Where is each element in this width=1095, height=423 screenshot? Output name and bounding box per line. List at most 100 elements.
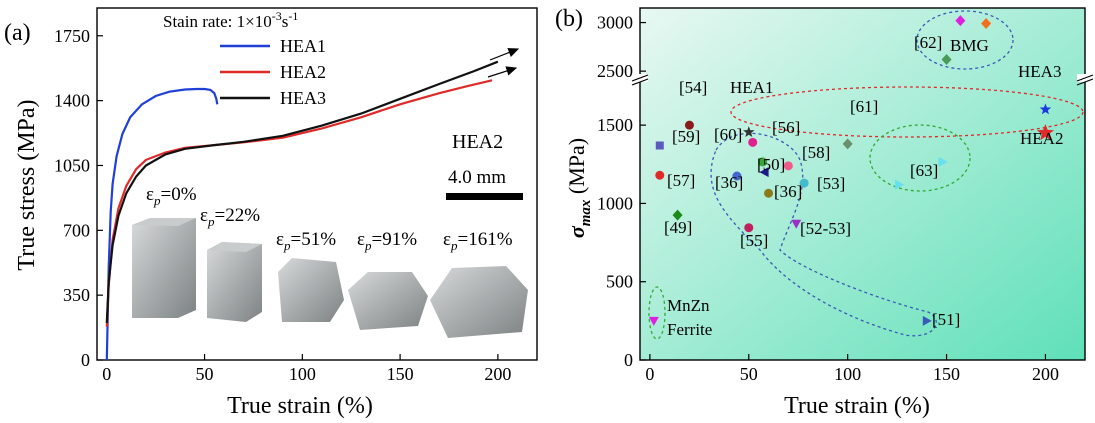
point-hea2 — [1036, 124, 1054, 141]
panel-a-x-tick-label: 0 — [102, 364, 111, 384]
ref63-ellipse — [869, 124, 971, 192]
panel-a-y-tick-label: 1050 — [54, 155, 90, 175]
panel-b-x-tick-label: 0 — [645, 364, 654, 384]
panel-b-y-tick-label: 1000 — [597, 193, 633, 213]
label-ref53: [53] — [817, 174, 845, 193]
strain-labels: εp=0%εp=22% εp=51% εp=91% εp=161% — [146, 184, 513, 253]
panel-b-y-tick-label: 2500 — [597, 61, 633, 81]
panel-a-x-ticks: 0 50 100 150 200 — [102, 354, 511, 384]
point-52-53 — [791, 219, 802, 229]
panel-a-x-axis-label: True strain (%) — [227, 393, 373, 419]
hea2-extension-arrow — [487, 66, 518, 78]
point-50 — [759, 167, 769, 178]
point-60 — [748, 137, 758, 147]
group-ellipses — [648, 10, 1084, 340]
panel-b-y-axis-label: σmax (MPa) — [564, 138, 594, 238]
point-57 — [655, 170, 665, 180]
label-ref60: [60] — [714, 125, 742, 144]
sample-name-label: HEA2 — [452, 131, 503, 153]
panel-b-x-axis-label: True strain (%) — [784, 393, 930, 419]
y-axis-break-right — [1076, 74, 1094, 86]
label-mnzn: MnZn — [667, 296, 710, 315]
panel-b-y-tick-label: 0 — [624, 350, 633, 370]
strain-label: εp=22% — [200, 205, 260, 229]
strain-label: εp=161% — [443, 229, 513, 253]
label-ref62: [62] — [914, 33, 942, 52]
label-hea2: HEA2 — [1020, 129, 1063, 148]
panel-a-plot-area — [96, 7, 538, 361]
panel-a-x-tick-label: 50 — [196, 364, 214, 384]
point-51 — [922, 315, 932, 326]
point-hea1 — [743, 126, 755, 137]
bmg-ellipse — [916, 10, 1014, 70]
point-55 — [744, 223, 754, 233]
legend-title: Stain rate: 1×10-3s-1 — [163, 9, 298, 31]
hea-low-ellipse — [710, 132, 937, 337]
panel-a-x-tick-label: 100 — [289, 364, 316, 384]
panel-b-y-tick-label: 1500 — [597, 115, 633, 135]
panel-b-x-tick-label: 200 — [1032, 364, 1059, 384]
sample-photo-0pct — [132, 218, 196, 318]
hea3-extension-arrow — [489, 48, 520, 61]
panel-b-x-tick-label: 50 — [740, 364, 758, 384]
sample-photo-161pct — [430, 266, 528, 338]
sample-photos — [132, 218, 528, 338]
label-ref51: [51] — [932, 310, 960, 329]
panel-a-label: (a) — [4, 20, 31, 46]
strain-label: εp=91% — [357, 229, 417, 253]
panel-b-x-tick-label: 100 — [834, 364, 861, 384]
label-ref36a: [36] — [715, 173, 743, 192]
legend-label-hea2: HEA2 — [280, 62, 326, 82]
point-63 — [938, 156, 948, 167]
label-ref63: [63] — [910, 161, 938, 180]
ferrite-ellipse — [648, 286, 666, 340]
sample-photo-51pct — [278, 258, 344, 322]
point-hea3 — [1039, 103, 1052, 115]
scale-bar — [446, 193, 523, 200]
panel-a-y-tick-label: 1400 — [54, 91, 90, 111]
panel-a-y-tick-label: 350 — [63, 285, 90, 305]
panel-b-points — [648, 15, 1054, 326]
point-bmg — [955, 15, 966, 27]
legend-label-hea3: HEA3 — [280, 88, 326, 108]
label-bmg: BMG — [950, 36, 989, 55]
strain-label: εp=51% — [276, 229, 336, 253]
point-56 — [758, 157, 768, 167]
panel-b-background — [640, 8, 1085, 360]
label-ref56: [56] — [772, 118, 800, 137]
scale-bar-label: 4.0 mm — [448, 167, 506, 188]
label-hea1: HEA1 — [730, 78, 773, 97]
panel-a-legend: Stain rate: 1×10-3s-1 HEA1 HEA2 HEA3 — [163, 9, 326, 108]
panel-a-y-tick-label: 700 — [63, 220, 90, 240]
panel-b-x-ticks: 0 50 100 150 200 — [645, 354, 1059, 384]
label-ref36b: [36] — [774, 182, 802, 201]
series-line-hea1 — [105, 87, 219, 361]
label-ref54: [54] — [679, 78, 707, 97]
legend-label-hea1: HEA1 — [280, 36, 326, 56]
point-bmg — [941, 53, 952, 65]
panel-b-plot-area — [639, 7, 1086, 361]
panel-b-y-ticks: 0 500 1000 1500 2500 3000 — [597, 13, 646, 370]
panel-a-y-ticks: 0 350 700 1050 1400 1750 — [54, 26, 103, 370]
panel-b-label: (b) — [555, 6, 583, 32]
label-ref61: [61] — [850, 97, 878, 116]
label-ref49: [49] — [664, 218, 692, 237]
point-54 — [684, 120, 694, 130]
point-63 — [895, 179, 905, 190]
label-ferrite: Ferrite — [667, 320, 712, 339]
point-bmg — [981, 18, 992, 30]
point-53 — [799, 178, 809, 188]
panel-b-x-tick-label: 150 — [933, 364, 960, 384]
panel-b: (b) 0 500 1000 1500 2500 3000 0 50 100 150 200 — [555, 6, 1094, 419]
y-axis-break — [631, 74, 649, 86]
point-61 — [842, 138, 853, 150]
label-hea3: HEA3 — [1018, 62, 1061, 81]
series-line-hea3 — [105, 60, 499, 323]
panel-a-x-tick-label: 150 — [387, 364, 414, 384]
point-58 — [783, 161, 793, 171]
point-49 — [672, 209, 683, 221]
label-ref55: [55] — [740, 231, 768, 250]
label-ref57: [57] — [667, 171, 695, 190]
panel-b-y-tick-label: 500 — [606, 272, 633, 292]
